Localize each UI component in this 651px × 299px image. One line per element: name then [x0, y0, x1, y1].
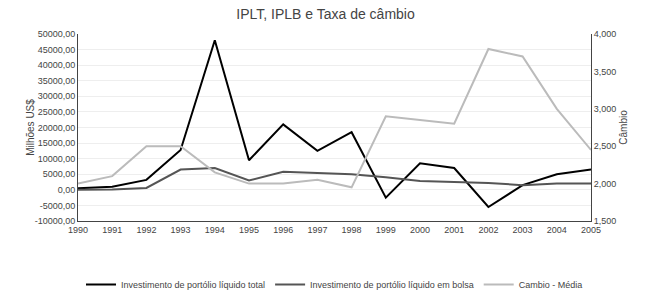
svg-text:1,500: 1,500	[594, 216, 617, 226]
svg-text:40000,00: 40000,00	[38, 60, 76, 70]
svg-text:1994: 1994	[205, 225, 225, 235]
svg-text:35000,00: 35000,00	[38, 76, 76, 86]
svg-text:2005: 2005	[581, 225, 601, 235]
svg-text:25000,00: 25000,00	[38, 107, 76, 117]
svg-text:Cambio - Média: Cambio - Média	[519, 280, 583, 290]
svg-text:2,000: 2,000	[594, 179, 617, 189]
svg-text:50000,00: 50000,00	[38, 29, 76, 39]
svg-text:20000,00: 20000,00	[38, 123, 76, 133]
svg-text:-5000,00: -5000,00	[40, 201, 76, 211]
svg-text:2004: 2004	[547, 225, 567, 235]
svg-text:IPLT, IPLB e Taxa de câmbio: IPLT, IPLB e Taxa de câmbio	[236, 6, 415, 22]
svg-text:2002: 2002	[478, 225, 498, 235]
svg-text:1990: 1990	[68, 225, 88, 235]
svg-text:1996: 1996	[273, 225, 293, 235]
svg-text:30000,00: 30000,00	[38, 91, 76, 101]
svg-text:3,000: 3,000	[594, 104, 617, 114]
svg-text:2000: 2000	[410, 225, 430, 235]
svg-text:1995: 1995	[239, 225, 259, 235]
svg-text:3,500: 3,500	[594, 67, 617, 77]
svg-text:0,00: 0,00	[58, 185, 76, 195]
svg-text:2001: 2001	[444, 225, 464, 235]
svg-text:4,000: 4,000	[594, 29, 617, 39]
svg-text:2003: 2003	[513, 225, 533, 235]
svg-text:1991: 1991	[102, 225, 122, 235]
svg-text:Câmbio: Câmbio	[618, 110, 629, 145]
svg-text:-10000,00: -10000,00	[35, 216, 76, 226]
svg-text:Investimento de portólio líqui: Investimento de portólio líquido total	[121, 280, 265, 290]
svg-text:1993: 1993	[171, 225, 191, 235]
svg-text:1997: 1997	[307, 225, 327, 235]
svg-text:5000,00: 5000,00	[43, 169, 76, 179]
svg-text:Investimento de portólio líqui: Investimento de portólio líquido em bols…	[310, 280, 474, 290]
svg-text:10000,00: 10000,00	[38, 154, 76, 164]
svg-text:1992: 1992	[136, 225, 156, 235]
svg-text:45000,00: 45000,00	[38, 45, 76, 55]
svg-text:Milhões US$: Milhões US$	[25, 99, 36, 156]
svg-text:1998: 1998	[342, 225, 362, 235]
svg-text:1999: 1999	[376, 225, 396, 235]
svg-text:2,500: 2,500	[594, 141, 617, 151]
svg-text:15000,00: 15000,00	[38, 138, 76, 148]
